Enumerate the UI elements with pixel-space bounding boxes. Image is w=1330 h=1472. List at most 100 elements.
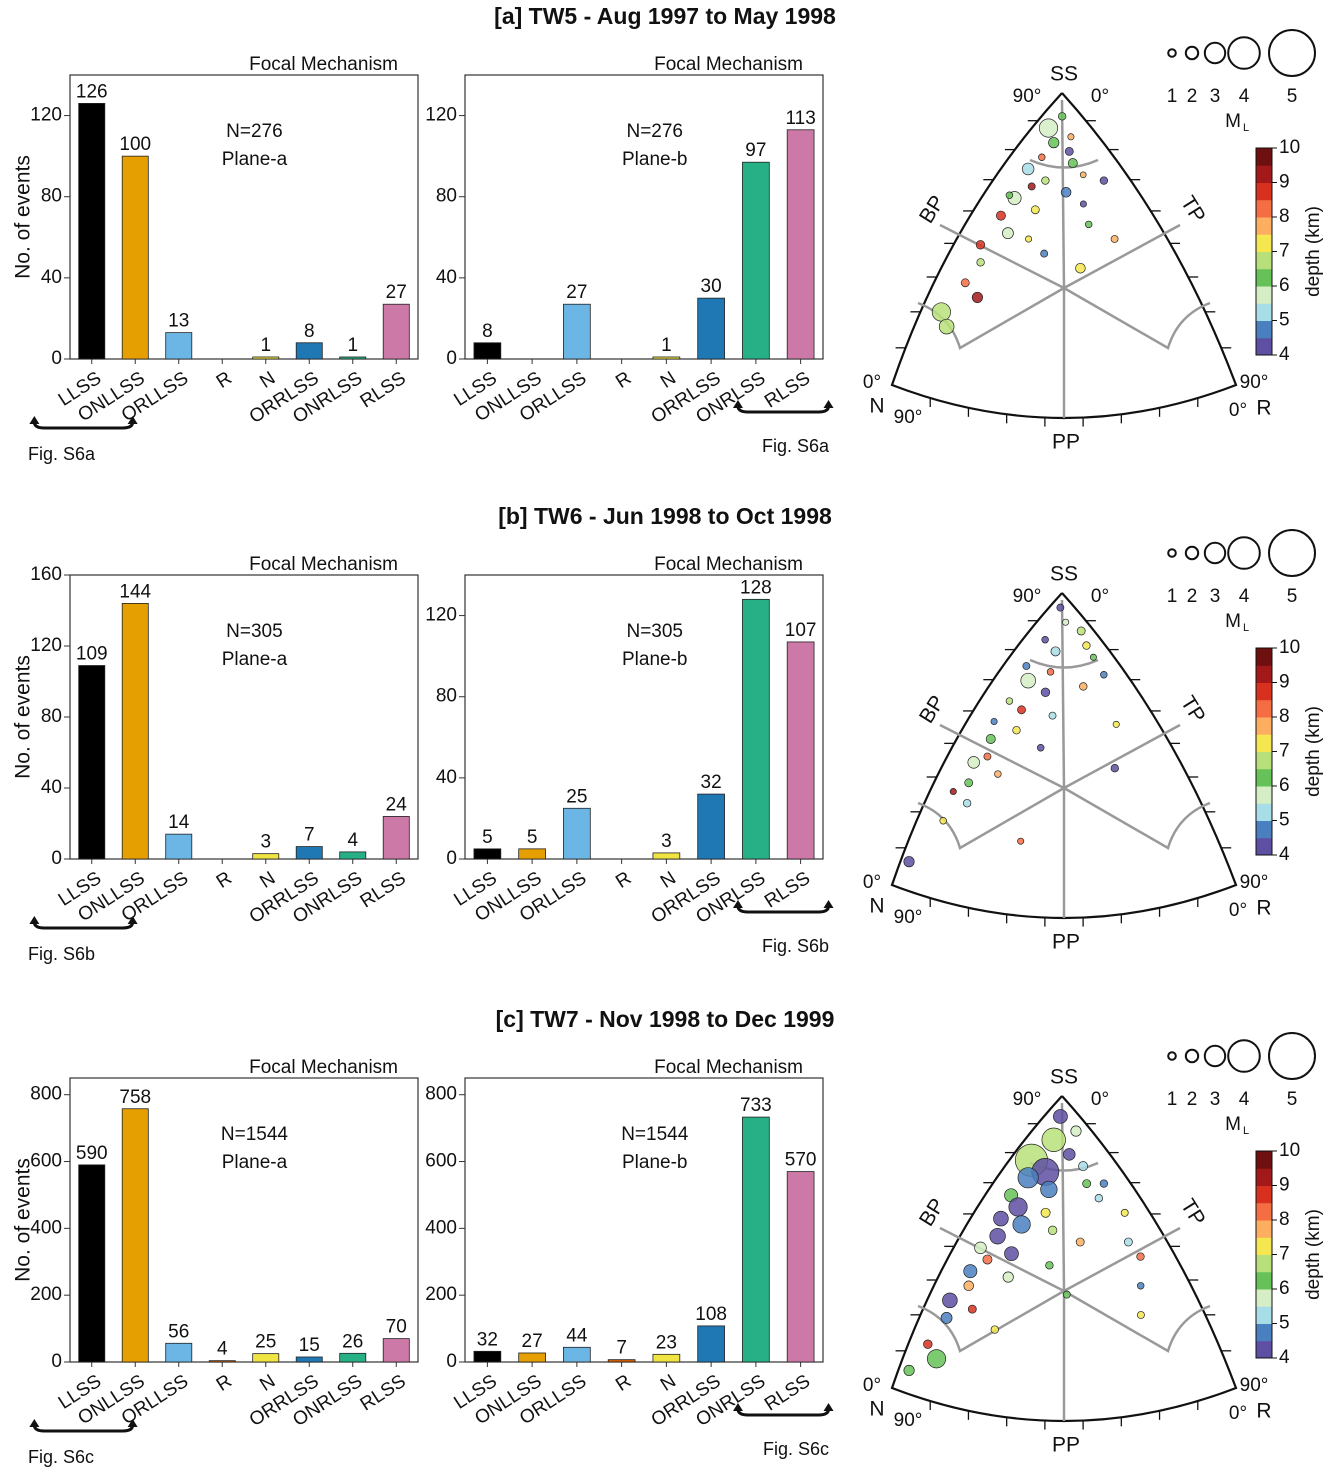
colorbar-band: [1256, 337, 1272, 356]
event-point: [994, 770, 1002, 778]
x-tick-label: N: [256, 1371, 279, 1396]
footnote: Fig. S6c: [28, 1447, 94, 1467]
y-axis-label: No. of events: [12, 655, 35, 779]
colorbar-band: [1256, 837, 1272, 856]
y-tick-label: 120: [30, 105, 62, 126]
colorbar-band: [1256, 1185, 1272, 1204]
y-tick-label: 40: [436, 267, 457, 288]
event-point: [1075, 1237, 1085, 1247]
y-tick-label: 600: [30, 1151, 62, 1172]
event-point: [949, 788, 957, 796]
bar: [208, 1360, 236, 1363]
event-point: [1040, 1180, 1058, 1199]
colorbar-band: [1256, 717, 1272, 735]
colorbar-label: depth (km): [1303, 706, 1324, 797]
colorbar-band: [1256, 286, 1272, 304]
value-label: 126: [76, 81, 108, 102]
bar: [697, 793, 725, 860]
size-legend-label: 2: [1187, 1089, 1198, 1110]
value-label: 5: [482, 827, 493, 848]
colorbar-band: [1256, 768, 1272, 787]
event-point: [1041, 636, 1049, 644]
footnote-arrow: [32, 421, 135, 430]
size-legend-circle: [1203, 1044, 1227, 1068]
colorbar-tick-label: 10: [1279, 1140, 1300, 1161]
value-label: 4: [217, 1339, 228, 1360]
axis-label: TP: [1176, 192, 1210, 227]
y-tick-label: 800: [30, 1084, 62, 1105]
x-tick-label: R: [612, 368, 635, 393]
event-point: [1100, 671, 1108, 679]
bar: [382, 816, 410, 860]
value-label: 27: [522, 1331, 543, 1352]
colorbar-tick-label: 8: [1279, 706, 1290, 727]
event-point: [1067, 158, 1078, 169]
bar: [121, 603, 149, 860]
corner-label: PP: [1052, 1434, 1080, 1457]
event-point: [1040, 249, 1049, 258]
value-label: 32: [477, 1329, 498, 1350]
value-label: 56: [168, 1321, 189, 1342]
event-point: [1112, 720, 1120, 728]
x-tick-label: N: [657, 868, 680, 893]
bar: [652, 1353, 681, 1363]
colorbar-band: [1256, 803, 1272, 821]
bar: [786, 641, 815, 860]
event-point: [974, 1241, 987, 1255]
size-legend-circle: [1268, 529, 1316, 577]
annotation: Plane-a: [222, 649, 288, 670]
y-tick-label: 80: [41, 706, 62, 727]
size-legend-label: 4: [1239, 1089, 1250, 1110]
event-point: [1120, 1208, 1129, 1217]
angle-label: 90°: [1240, 1375, 1269, 1396]
size-legend-sub: L: [1243, 122, 1249, 134]
angle-label: 0°: [863, 872, 881, 893]
event-point: [1136, 1252, 1145, 1261]
colorbar-tick-label: 4: [1279, 844, 1290, 865]
event-point: [967, 756, 980, 769]
colorbar-tick-label: 5: [1279, 1313, 1290, 1334]
colorbar-tick-label: 7: [1279, 241, 1290, 262]
value-label: 590: [76, 1143, 108, 1164]
plot-frame: [69, 74, 419, 360]
event-point: [931, 302, 951, 322]
value-label: 15: [299, 1335, 320, 1356]
size-legend-circle: [1227, 36, 1261, 70]
colorbar-tick-label: 7: [1279, 1244, 1290, 1265]
event-point: [1030, 205, 1040, 215]
annotation: Plane-a: [222, 1152, 288, 1173]
event-point: [1005, 697, 1014, 705]
colorbar-tick-label: 5: [1279, 810, 1290, 831]
value-label: 109: [76, 644, 108, 665]
colorbar-band: [1256, 820, 1272, 839]
colorbar-tick-label: 5: [1279, 310, 1290, 331]
bar: [742, 1116, 770, 1363]
event-point: [1053, 1109, 1068, 1124]
colorbar-band: [1256, 165, 1272, 183]
event-point: [1046, 668, 1055, 676]
axis-label: TP: [1176, 692, 1210, 727]
event-point: [903, 856, 915, 868]
panel-title: [c] TW7 - Nov 1998 to Dec 1999: [496, 1006, 835, 1032]
x-tick-label: RLSS: [761, 868, 814, 913]
value-label: 108: [695, 1304, 727, 1325]
event-point: [1084, 220, 1093, 229]
value-label: 8: [304, 321, 315, 342]
event-point: [1078, 1161, 1089, 1172]
y-tick-label: 80: [436, 686, 457, 707]
angle-label: 0°: [1229, 1403, 1247, 1424]
bar: [121, 155, 149, 360]
annotation: Plane-b: [622, 149, 688, 170]
colorbar-tick-label: 6: [1279, 275, 1290, 296]
colorbar-band: [1256, 234, 1272, 252]
event-point: [1017, 837, 1025, 845]
x-tick-label: N: [256, 868, 279, 893]
event-point: [1094, 1194, 1103, 1203]
colorbar-band: [1256, 1220, 1272, 1238]
bar: [518, 848, 546, 860]
bar: [697, 297, 725, 360]
footnote-arrow: [736, 405, 831, 414]
bar: [295, 846, 323, 860]
annotation: N=305: [626, 621, 683, 642]
event-point: [1048, 711, 1057, 720]
